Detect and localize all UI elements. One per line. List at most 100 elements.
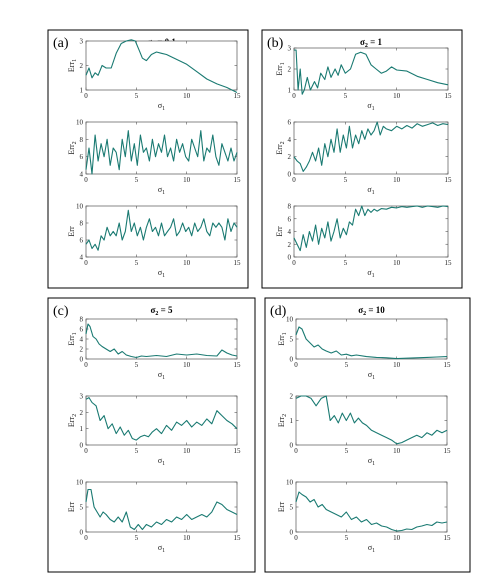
x-tick-label: 15 xyxy=(234,176,242,184)
y-tick-label: 6 xyxy=(288,119,292,127)
axes-box xyxy=(85,395,238,446)
x-tick-label: 5 xyxy=(135,361,139,369)
panel-a: (a)σ2 = 0.1051015123σ1Err105101546810σ1E… xyxy=(47,29,249,289)
y-tick-label: 2 xyxy=(80,346,84,354)
x-tick-label: 10 xyxy=(393,176,401,184)
y-tick-label: 1 xyxy=(80,425,84,433)
x-tick-label: 5 xyxy=(345,361,349,369)
y-tick-label: 5 xyxy=(80,504,84,512)
x-tick-label: 5 xyxy=(345,447,349,455)
x-tick-label: 10 xyxy=(393,92,401,100)
x-tick-label: 0 xyxy=(84,361,88,369)
y-axis-label: Err xyxy=(277,502,286,513)
y-tick-label: 8 xyxy=(80,220,84,228)
y-axis-label: Err2 xyxy=(67,141,78,154)
y-tick-label: 0 xyxy=(290,442,294,450)
x-tick-label: 15 xyxy=(445,259,453,267)
x-axis-label: σ1 xyxy=(367,185,374,196)
y-tick-label: 10 xyxy=(286,479,294,487)
y-tick-label: 1 xyxy=(290,417,294,425)
x-tick-label: 10 xyxy=(183,92,191,100)
subplot-1: 0 5 10 15 0 5 10 σ1 Err1 xyxy=(277,316,451,382)
x-tick-label: 0 xyxy=(294,361,298,369)
y-tick-label: 0 xyxy=(80,442,84,450)
panel-frame xyxy=(261,29,463,289)
y-axis-label: Err2 xyxy=(275,141,286,154)
x-tick-label: 10 xyxy=(183,361,191,369)
x-tick-label: 15 xyxy=(234,259,242,267)
y-tick-label: 2 xyxy=(288,241,292,249)
y-axis-label: Err1 xyxy=(67,332,78,345)
series-line xyxy=(293,121,449,172)
y-tick-label: 5 xyxy=(290,504,294,512)
series-line xyxy=(85,209,238,251)
subplot-2: 0 5 10 15 0 2 4 6 σ1 Err2 xyxy=(275,119,452,197)
x-axis-label: σ1 xyxy=(158,185,165,196)
x-tick-label: 10 xyxy=(393,259,401,267)
y-axis-label: Err2 xyxy=(277,414,288,427)
axes-box xyxy=(85,121,238,175)
x-tick-label: 5 xyxy=(135,259,139,267)
x-tick-label: 15 xyxy=(445,92,453,100)
y-tick-label: 10 xyxy=(76,203,84,211)
y-tick-label: 4 xyxy=(80,336,84,344)
y-tick-label: 6 xyxy=(80,237,84,245)
y-tick-label: 4 xyxy=(80,171,84,179)
y-tick-label: 8 xyxy=(80,136,84,144)
y-tick-label: 5 xyxy=(290,336,294,344)
subplot-2: 0 5 10 15 0 1 2 3 σ1 Err2 xyxy=(67,393,241,468)
x-tick-label: 10 xyxy=(393,534,401,542)
subplot-1: 0 5 10 15 1 2 3 σ1 Err1 xyxy=(275,45,452,113)
panel-label: (c) xyxy=(53,304,69,319)
x-tick-label: 0 xyxy=(294,534,298,542)
x-tick-label: 0 xyxy=(84,259,88,267)
subplot-3: 0 5 10 15 4 6 8 10 σ1 Err xyxy=(67,203,241,280)
series-line xyxy=(85,39,238,93)
subplot-2: 0 5 10 15 4 6 8 10 σ1 Err2 xyxy=(67,119,241,197)
x-tick-label: 10 xyxy=(183,176,191,184)
x-axis-label: σ1 xyxy=(368,456,375,467)
y-axis-label: Err xyxy=(67,502,76,513)
series-line xyxy=(295,491,448,532)
y-tick-label: 1 xyxy=(80,87,84,95)
y-tick-label: 8 xyxy=(288,203,292,211)
subplot-2: 0 5 10 15 0 1 2 σ1 Err2 xyxy=(277,393,451,468)
x-tick-label: 0 xyxy=(84,92,88,100)
x-tick-label: 0 xyxy=(292,92,296,100)
x-tick-label: 5 xyxy=(344,92,348,100)
y-tick-label: 10 xyxy=(76,479,84,487)
x-tick-label: 15 xyxy=(234,534,242,542)
x-tick-label: 0 xyxy=(84,534,88,542)
y-tick-label: 2 xyxy=(288,153,292,161)
series-line xyxy=(85,397,238,441)
y-tick-label: 4 xyxy=(288,136,292,144)
subplot-3: 0 5 10 15 0 5 10 σ1 Err xyxy=(67,479,241,555)
y-tick-label: 4 xyxy=(288,228,292,236)
y-tick-label: 3 xyxy=(80,393,84,401)
x-tick-label: 0 xyxy=(292,176,296,184)
x-tick-label: 15 xyxy=(444,534,452,542)
x-tick-label: 10 xyxy=(183,447,191,455)
y-tick-label: 10 xyxy=(286,316,294,324)
y-axis-label: Err1 xyxy=(275,62,286,75)
y-axis-label: Err1 xyxy=(277,332,288,345)
axes-box xyxy=(295,318,448,360)
subplot-3: 0 5 10 15 0 5 10 σ1 Err xyxy=(277,479,451,555)
x-tick-label: 0 xyxy=(294,447,298,455)
x-tick-label: 5 xyxy=(135,447,139,455)
y-tick-label: 2 xyxy=(80,62,84,70)
x-tick-label: 5 xyxy=(344,176,348,184)
axes-box xyxy=(295,481,448,533)
x-axis-label: σ1 xyxy=(158,370,165,381)
x-tick-label: 5 xyxy=(344,259,348,267)
axes-box xyxy=(85,205,238,258)
panel-title: σ2 = 10 xyxy=(358,305,385,317)
x-axis-label: σ1 xyxy=(158,543,165,554)
x-tick-label: 0 xyxy=(84,176,88,184)
x-tick-label: 5 xyxy=(135,534,139,542)
x-axis-label: σ1 xyxy=(368,370,375,381)
